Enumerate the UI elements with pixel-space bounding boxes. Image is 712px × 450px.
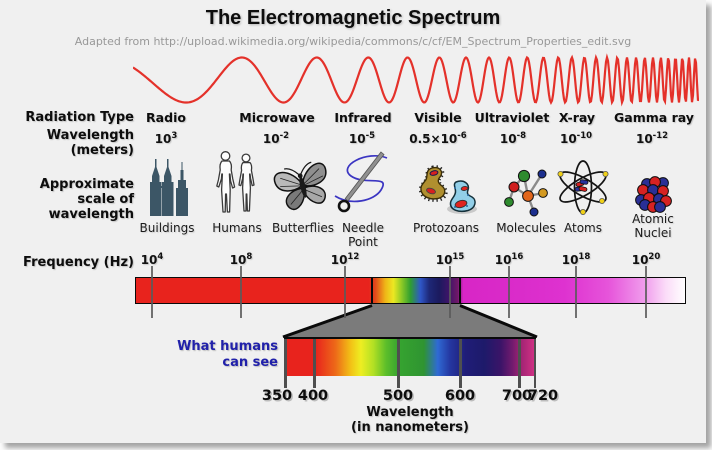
frequency-value-1: 104 <box>140 252 164 267</box>
nm-tick-line <box>397 339 400 388</box>
scale-label-molecules: Molecules <box>496 221 556 235</box>
radiation-label-microwave: Microwave <box>239 110 315 125</box>
nm-tick-line <box>518 339 521 388</box>
nm-label-500: 500 <box>382 388 414 404</box>
needle-icon <box>334 151 388 213</box>
frequency-tick-line <box>508 266 510 318</box>
nm-label-400: 400 <box>297 388 329 404</box>
molecule-icon <box>504 169 548 217</box>
frequency-value-2: 108 <box>229 252 253 267</box>
frequency-tick-line <box>344 266 346 318</box>
spectrum-bar <box>135 277 686 304</box>
nm-label-700: 700 <box>501 388 533 404</box>
nm-tick-line <box>313 339 316 388</box>
wavelength-value-ultraviolet: 10-8 <box>499 131 527 146</box>
frequency-value-6: 1018 <box>561 252 591 267</box>
wavelength-value-microwave: 10-2 <box>262 131 290 146</box>
visible-segment-right-divider <box>459 277 461 304</box>
wavelength-value-radio: 103 <box>154 131 178 146</box>
atomic-nuclei-icon <box>635 176 672 213</box>
scale-label-protozoans: Protozoans <box>413 221 479 235</box>
protozoans-icon <box>418 165 477 214</box>
wavelength-value-xray: 10-10 <box>559 131 593 146</box>
nm-tick-line <box>284 339 287 388</box>
frequency-value-5: 1016 <box>494 252 524 267</box>
scale-row-label: Approximate scale of wavelength <box>39 177 134 222</box>
radiation-label-xray: X-ray <box>558 110 596 125</box>
wavelength-value-infrared: 10-5 <box>348 131 376 146</box>
frequency-tick-line <box>449 266 451 318</box>
nm-label-720: 720 <box>527 388 559 404</box>
buildings-icon <box>150 159 188 216</box>
visible-zoom-funnel <box>282 304 538 338</box>
frequency-tick-line <box>645 266 647 318</box>
atom-icon <box>557 160 609 216</box>
wavelength-row-label: Wavelength (meters) <box>46 128 134 158</box>
page-subtitle: Adapted from http://upload.wikimedia.org… <box>74 35 632 48</box>
scale-label-atomic-nuclei: Atomic Nuclei <box>632 212 674 240</box>
humans-can-see-label: What humans can see <box>177 339 278 370</box>
scale-label-atoms: Atoms <box>564 221 602 235</box>
frequency-wave-icon <box>133 53 699 107</box>
diagram-sheet: The Electromagnetic Spectrum Adapted fro… <box>0 0 706 443</box>
scale-label-needle-point: Needle Point <box>341 221 385 249</box>
humans-icon <box>216 151 255 213</box>
nm-label-350: 350 <box>261 388 293 404</box>
visible-segment-left-divider <box>371 277 373 304</box>
visible-spectrum-bar <box>284 337 536 376</box>
wavelength-value-gammaray: 10-12 <box>635 131 669 146</box>
page-title: The Electromagnetic Spectrum <box>205 7 501 29</box>
frequency-value-3: 1012 <box>330 252 360 267</box>
wavelength-value-visible: 0.5×10-6 <box>409 131 467 146</box>
butterfly-icon <box>273 161 327 211</box>
radiation-label-ultraviolet: Ultraviolet <box>474 110 550 125</box>
frequency-tick-line <box>151 266 153 318</box>
nm-tick-line <box>459 339 462 388</box>
scale-label-buildings: Buildings <box>139 221 195 235</box>
scale-label-butterflies: Butterflies <box>271 221 335 235</box>
frequency-row-label: Frequency (Hz) <box>23 255 134 270</box>
radiation-label-radio: Radio <box>146 110 186 125</box>
frequency-value-4: 1015 <box>435 252 465 267</box>
frequency-tick-line <box>575 266 577 318</box>
frequency-tick-line <box>240 266 242 318</box>
radiation-label-infrared: Infrared <box>334 110 392 125</box>
nm-axis-label: Wavelength (in nanometers) <box>351 405 469 435</box>
radiation-type-row-label: Radiation Type <box>25 110 134 125</box>
frequency-value-7: 1020 <box>631 252 661 267</box>
radiation-label-visible: Visible <box>414 110 462 125</box>
scale-label-humans: Humans <box>212 221 262 235</box>
radiation-label-gammaray: Gamma ray <box>614 110 694 125</box>
nm-label-600: 600 <box>444 388 476 404</box>
nm-tick-line <box>533 339 536 388</box>
